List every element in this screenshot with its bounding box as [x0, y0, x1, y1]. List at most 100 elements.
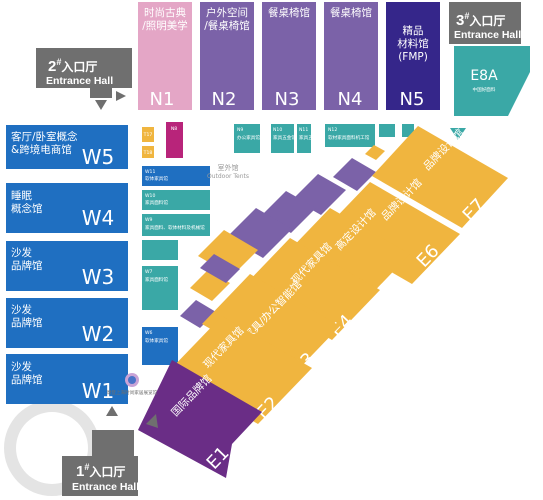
hall-T18-code: T18 — [143, 150, 153, 156]
hall-W1-name-l2: 品牌馆 — [11, 373, 43, 386]
entrance-1-title: 1#入口厅 — [76, 462, 125, 480]
outdoor-tents-label-en: Outdoor Tents — [207, 173, 249, 180]
hall-N3[interactable]: 餐桌椅馆 N3 — [262, 2, 316, 110]
hall-W10-code: W10 — [145, 193, 155, 199]
arrow-right-icon — [116, 91, 126, 101]
hall-T17[interactable]: T17 — [142, 127, 154, 142]
hall-N4[interactable]: 餐桌椅馆 N4 — [324, 2, 378, 110]
hall-N10-code: N10 — [273, 127, 282, 133]
hall-N1[interactable]: 时尚古典 /照明美学 N1 — [138, 2, 192, 110]
hall-N4-name-l1: 餐桌椅馆 — [330, 6, 372, 19]
hall-W3-name-l1: 沙发 — [11, 246, 32, 259]
hall-N9[interactable]: N9 办公家具馆 — [234, 124, 260, 153]
hall-W2[interactable]: 沙发 品牌馆 W2 — [6, 298, 128, 348]
small-hall-strip[interactable] — [333, 158, 376, 191]
entrance-hall-3[interactable]: 3#入口厅 Entrance Hall — [449, 2, 521, 44]
hall-W7[interactable]: W7 家具面料馆 — [142, 266, 178, 310]
hall-W3-name-l2: 品牌馆 — [11, 259, 43, 272]
hall-W5-code: W5 — [82, 145, 115, 169]
logo-caption: 摩登上海时尚家居展览馆 — [107, 389, 158, 396]
hall-N5-code: N5 — [400, 89, 425, 110]
hall-W9-code: W9 — [145, 217, 153, 223]
hall-W9[interactable]: W9 家具面料、软体材料及机械馆 — [142, 214, 210, 236]
outdoor-tents-label-cn: 室外馆 — [218, 163, 239, 172]
hall-W10-desc: 家具面料馆 — [145, 199, 168, 206]
small-hall[interactable] — [142, 240, 178, 260]
hall-N2[interactable]: 户外空间 /餐桌椅馆 N2 — [200, 2, 254, 110]
entrance-2-title: 2#入口厅 — [48, 57, 97, 75]
hall-W6[interactable]: W6 软体家具馆 — [142, 327, 178, 365]
hall-N2-code: N2 — [212, 89, 237, 110]
small-hall[interactable] — [379, 124, 395, 137]
hall-N8[interactable]: N8 — [166, 122, 183, 158]
hall-W4-name-l1: 睡眠 — [11, 189, 32, 202]
hall-N2-name-l1: 户外空间 — [206, 6, 248, 19]
hall-N1-name-l1: 时尚古典 — [144, 6, 186, 19]
hall-N11-desc: 家具五金馆 — [299, 134, 322, 141]
small-hall-strip[interactable] — [365, 145, 385, 160]
arrow-down-icon — [450, 128, 466, 140]
hall-W11[interactable]: W11 软体家具馆 — [142, 166, 210, 186]
hall-T18[interactable]: T18 — [142, 146, 154, 158]
entrance-hall-1[interactable]: 1#入口厅 Entrance Hall — [62, 430, 139, 496]
hall-W6-code: W6 — [145, 330, 153, 336]
hall-W11-code: W11 — [145, 169, 155, 175]
hall-N10[interactable]: N10 家具五金馆 — [271, 124, 296, 153]
hall-W1-code: W1 — [82, 379, 115, 403]
hall-N5-name-l3: (FMP) — [398, 51, 428, 63]
hall-E7[interactable]: E7 品牌设计馆 — [372, 126, 508, 228]
entrance-1-en: Entrance Hall — [72, 481, 139, 493]
hall-W4-code: W4 — [82, 206, 115, 230]
hall-W2-name-l1: 沙发 — [11, 303, 32, 316]
hall-W1[interactable]: 沙发 品牌馆 W1 — [6, 354, 128, 404]
hall-W5-name-l1: 客厅/卧室概念 — [11, 130, 78, 143]
hall-E8A-name: 中国好面料 — [473, 86, 496, 93]
hall-W7-desc: 家具面料馆 — [145, 276, 168, 283]
hall-W1-name-l1: 沙发 — [11, 360, 32, 373]
hall-N11-code: N11 — [299, 127, 308, 133]
hall-N5-name-l1: 精品 — [403, 24, 424, 37]
hall-N9-desc: 办公家具馆 — [237, 134, 260, 141]
hall-E8A[interactable]: E8A 中国好面料 — [454, 46, 530, 116]
hall-N1-name-l2: /照明美学 — [142, 19, 188, 32]
arrow-upright-icon — [146, 414, 158, 428]
hall-T17-code: T17 — [143, 132, 153, 138]
small-hall-strip[interactable] — [200, 254, 240, 283]
hall-W7-code: W7 — [145, 269, 153, 275]
venue-logo: 摩登上海时尚家居展览馆 — [107, 373, 158, 396]
hall-N8-code: N8 — [171, 126, 177, 132]
hall-N11[interactable]: N11 家具五金馆 — [297, 124, 322, 153]
hall-N9-code: N9 — [237, 127, 243, 133]
hall-N3-name-l1: 餐桌椅馆 — [268, 6, 310, 19]
arrow-up-icon — [106, 406, 118, 416]
entrance-2-en: Entrance Hall — [46, 75, 113, 87]
hall-N12-code: N12 — [328, 127, 337, 133]
hall-W5[interactable]: 客厅/卧室概念 &跨境电商馆 W5 — [6, 125, 128, 169]
hall-N12-desc: 软材家具面料机工馆 — [328, 134, 370, 141]
hall-W11-desc: 软体家具馆 — [145, 175, 168, 182]
hall-W9-desc: 家具面料、软体材料及机械馆 — [145, 224, 205, 231]
hall-W2-name-l2: 品牌馆 — [11, 316, 43, 329]
entrance-hall-2[interactable]: 2#入口厅 Entrance Hall — [36, 48, 132, 98]
hall-E2[interactable]: E2 现代家具馆 — [168, 316, 312, 424]
hall-W4[interactable]: 睡眠 概念馆 W4 — [6, 183, 128, 233]
hall-N12[interactable]: N12 软材家具面料机工馆 — [325, 124, 375, 147]
hall-W3-code: W3 — [82, 265, 115, 289]
hall-N10-desc: 家具五金馆 — [273, 134, 296, 141]
hall-N4-code: N4 — [338, 89, 363, 110]
hall-W10[interactable]: W10 家具面料馆 — [142, 190, 210, 210]
hall-N5-name-l2: 材料馆 — [397, 37, 429, 50]
hall-W3[interactable]: 沙发 品牌馆 W3 — [6, 241, 128, 291]
entrance-3-en: Entrance Hall — [454, 29, 521, 41]
hall-W5-name-l2: &跨境电商馆 — [11, 143, 72, 156]
hall-N5[interactable]: 精品 材料馆 (FMP) N5 — [386, 2, 440, 110]
hall-W4-name-l2: 概念馆 — [11, 202, 43, 215]
hall-W2-code: W2 — [82, 322, 115, 346]
arrow-down-icon — [95, 100, 107, 110]
hall-N3-code: N3 — [275, 89, 300, 110]
hall-E8A-code: E8A — [470, 68, 498, 84]
hall-W6-desc: 软体家具馆 — [145, 337, 168, 344]
hall-N2-name-l2: /餐桌椅馆 — [204, 19, 250, 32]
hall-N1-code: N1 — [150, 89, 175, 110]
